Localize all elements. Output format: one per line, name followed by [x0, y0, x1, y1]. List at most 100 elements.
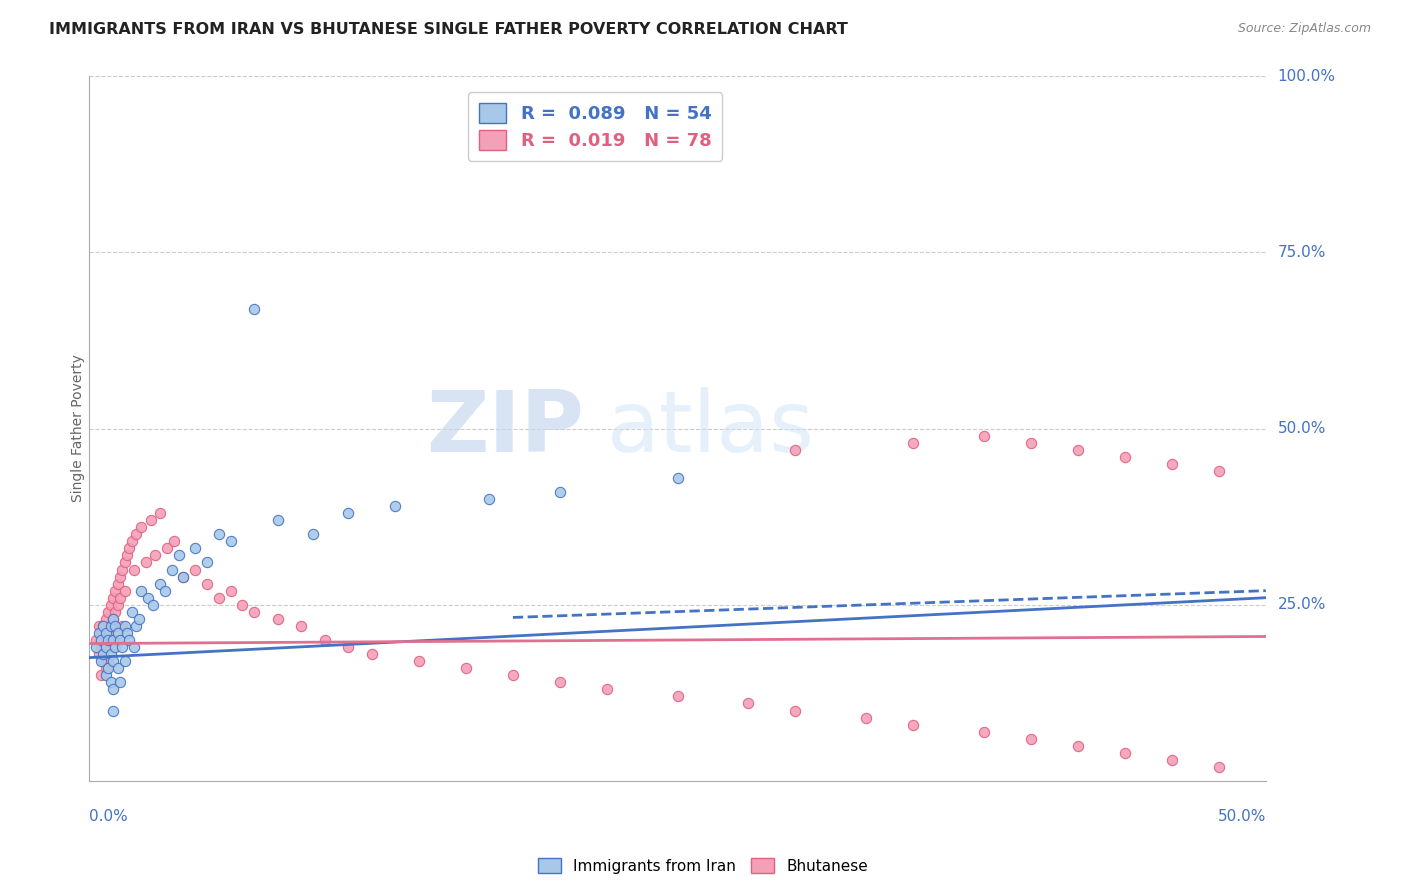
- Point: [666, 690, 689, 704]
- Point: [408, 654, 430, 668]
- Point: [114, 654, 136, 668]
- Point: [90, 626, 112, 640]
- Point: [114, 556, 136, 570]
- Point: [666, 471, 689, 485]
- Point: [184, 562, 207, 576]
- Point: [548, 675, 571, 690]
- Legend: R =  0.089   N = 54, R =  0.019   N = 78: R = 0.089 N = 54, R = 0.019 N = 78: [468, 92, 723, 161]
- Point: [139, 513, 162, 527]
- Point: [100, 598, 122, 612]
- Point: [122, 562, 145, 576]
- Point: [94, 640, 117, 654]
- Point: [135, 556, 157, 570]
- Point: [107, 598, 129, 612]
- Point: [90, 640, 112, 654]
- Point: [118, 632, 141, 647]
- Text: ZIP: ZIP: [426, 387, 583, 470]
- Point: [136, 591, 159, 605]
- Point: [208, 591, 231, 605]
- Point: [219, 583, 242, 598]
- Point: [1160, 457, 1182, 471]
- Point: [1208, 760, 1230, 774]
- Point: [111, 619, 134, 633]
- Point: [596, 682, 619, 697]
- Point: [153, 583, 176, 598]
- Point: [87, 626, 110, 640]
- Point: [1114, 746, 1136, 760]
- Point: [195, 556, 218, 570]
- Point: [160, 562, 183, 576]
- Point: [172, 569, 194, 583]
- Point: [100, 619, 122, 633]
- Point: [502, 668, 524, 682]
- Point: [87, 619, 110, 633]
- Point: [97, 632, 120, 647]
- Point: [93, 647, 115, 661]
- Point: [143, 549, 166, 563]
- Point: [101, 632, 124, 647]
- Point: [114, 619, 136, 633]
- Point: [93, 619, 115, 633]
- Point: [100, 647, 122, 661]
- Point: [243, 301, 266, 316]
- Point: [121, 534, 143, 549]
- Point: [93, 654, 115, 668]
- Point: [107, 661, 129, 675]
- Point: [90, 632, 112, 647]
- Point: [1114, 450, 1136, 464]
- Point: [107, 576, 129, 591]
- Point: [478, 491, 501, 506]
- Point: [104, 583, 127, 598]
- Point: [156, 541, 179, 556]
- Point: [108, 569, 131, 583]
- Point: [97, 661, 120, 675]
- Point: [973, 724, 995, 739]
- Point: [125, 527, 148, 541]
- Point: [104, 605, 127, 619]
- Point: [94, 668, 117, 682]
- Point: [290, 619, 312, 633]
- Point: [1160, 753, 1182, 767]
- Point: [1066, 739, 1088, 753]
- Text: 0.0%: 0.0%: [90, 809, 128, 824]
- Point: [125, 619, 148, 633]
- Point: [337, 506, 360, 520]
- Point: [108, 632, 131, 647]
- Text: 50.0%: 50.0%: [1278, 421, 1326, 436]
- Point: [129, 583, 152, 598]
- Point: [785, 704, 807, 718]
- Point: [101, 704, 124, 718]
- Point: [128, 612, 150, 626]
- Point: [94, 612, 117, 626]
- Point: [97, 626, 120, 640]
- Text: 25.0%: 25.0%: [1278, 598, 1326, 612]
- Point: [118, 541, 141, 556]
- Point: [101, 682, 124, 697]
- Point: [111, 640, 134, 654]
- Point: [184, 541, 207, 556]
- Point: [87, 647, 110, 661]
- Point: [149, 506, 172, 520]
- Text: IMMIGRANTS FROM IRAN VS BHUTANESE SINGLE FATHER POVERTY CORRELATION CHART: IMMIGRANTS FROM IRAN VS BHUTANESE SINGLE…: [49, 22, 848, 37]
- Point: [104, 619, 127, 633]
- Point: [94, 632, 117, 647]
- Point: [901, 717, 924, 731]
- Point: [90, 668, 112, 682]
- Point: [100, 619, 122, 633]
- Point: [737, 697, 759, 711]
- Point: [149, 576, 172, 591]
- Point: [163, 534, 186, 549]
- Point: [142, 598, 165, 612]
- Point: [266, 612, 288, 626]
- Point: [101, 612, 124, 626]
- Legend: Immigrants from Iran, Bhutanese: Immigrants from Iran, Bhutanese: [531, 852, 875, 880]
- Point: [785, 442, 807, 457]
- Point: [94, 626, 117, 640]
- Point: [101, 591, 124, 605]
- Point: [337, 640, 360, 654]
- Point: [167, 549, 190, 563]
- Point: [104, 632, 127, 647]
- Point: [121, 605, 143, 619]
- Point: [86, 640, 108, 654]
- Point: [122, 640, 145, 654]
